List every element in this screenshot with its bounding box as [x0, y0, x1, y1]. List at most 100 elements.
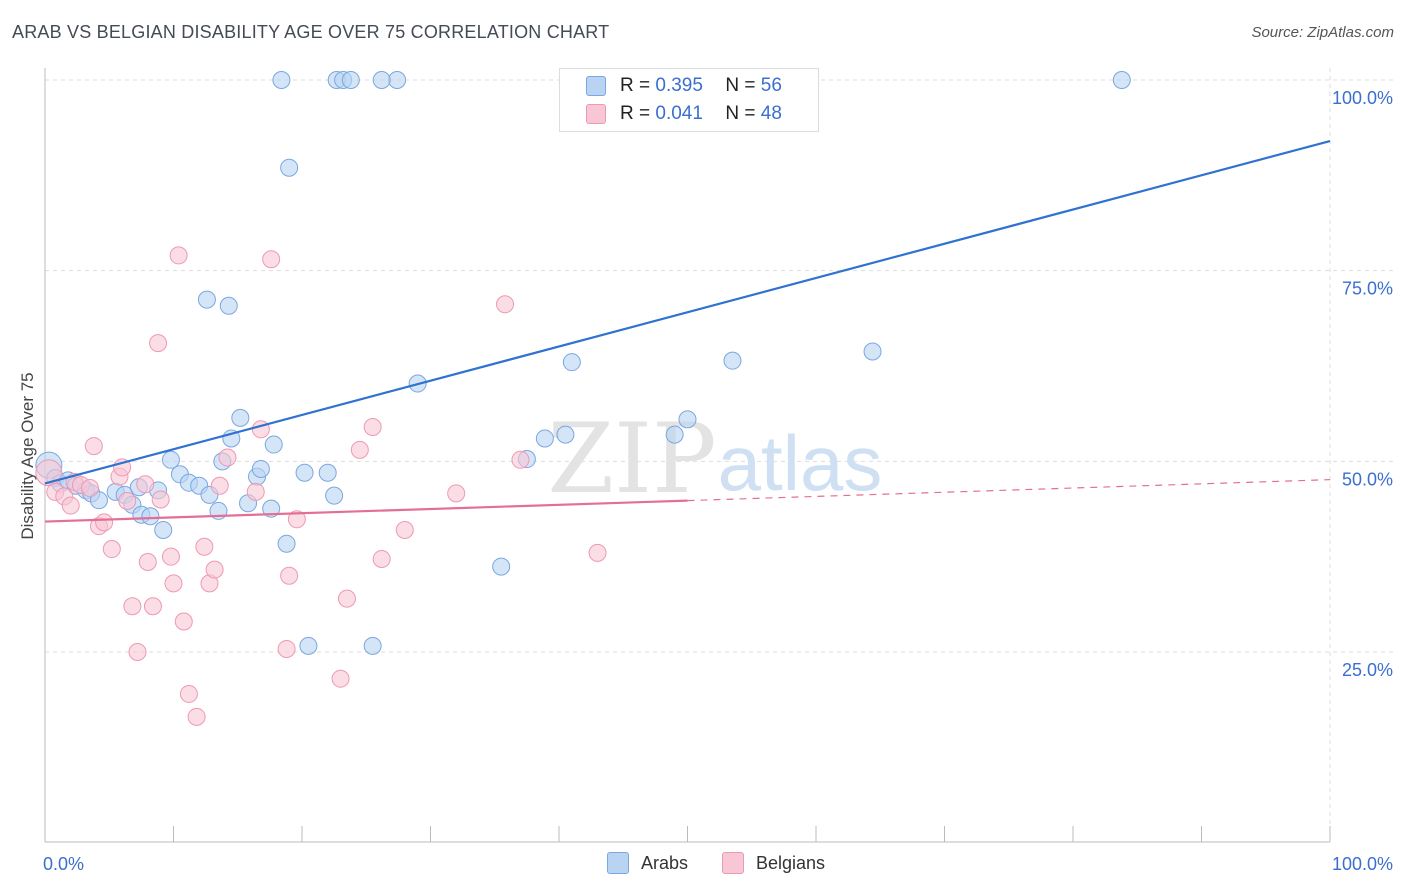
arab-point — [280, 158, 299, 177]
legend-row-arabs: R = 0.395 N = 56 — [586, 73, 782, 99]
watermark-atlas: atlas — [718, 419, 883, 507]
belgian-point — [187, 707, 206, 726]
legend-n-label: N = — [725, 75, 756, 96]
arab-point — [318, 463, 337, 482]
series-label-arabs: Arabs — [641, 852, 689, 873]
belgian-point — [164, 574, 183, 593]
series-swatch-belgians — [722, 852, 744, 874]
arab-point — [363, 636, 382, 655]
belgian-point — [287, 510, 306, 529]
belgian-point — [128, 643, 147, 661]
series-arab — [35, 71, 1131, 655]
belgian-point — [496, 295, 515, 314]
belgian-point — [174, 612, 193, 631]
arab-point — [556, 425, 575, 444]
belgian-point — [138, 553, 157, 572]
legend-r-label: R = — [620, 75, 651, 96]
arab-point — [262, 499, 281, 518]
belgian-point — [363, 418, 382, 437]
arab-point — [231, 408, 250, 427]
arab-trend-line — [44, 139, 1331, 485]
legend-swatch-arabs — [586, 76, 606, 96]
belgian-point — [262, 250, 281, 269]
y-tick-label: 25.0% — [1342, 660, 1393, 680]
arab-point — [295, 463, 314, 482]
legend-r-arabs: 0.395 — [655, 75, 703, 96]
belgian-trend-line-extension — [687, 479, 1331, 502]
arab-point — [272, 71, 291, 89]
legend-r-belgians: 0.041 — [655, 103, 703, 124]
belgian-point — [151, 490, 170, 509]
data-points — [35, 71, 1131, 726]
source-label: Source: ZipAtlas.com — [1251, 24, 1394, 41]
belgian-point — [136, 475, 155, 494]
belgian-point — [179, 684, 198, 703]
arab-point — [251, 459, 270, 478]
arab-point — [264, 435, 283, 454]
arab-point — [665, 425, 684, 444]
belgian-point — [195, 537, 214, 556]
belgian-point — [210, 476, 229, 495]
arab-point — [277, 534, 296, 553]
belgian-point — [102, 540, 121, 559]
series-label-belgians: Belgians — [756, 852, 826, 873]
y-tick-label: 100.0% — [1332, 88, 1393, 108]
belgian-point — [588, 543, 607, 562]
belgian-point — [169, 246, 188, 265]
arab-point — [863, 342, 882, 361]
arab-point — [372, 71, 391, 89]
belgian-point — [143, 597, 162, 616]
belgian-point — [350, 440, 369, 459]
arab-point — [154, 520, 173, 539]
belgian-trend-line — [44, 499, 688, 523]
x-tick-label: 100.0% — [1332, 854, 1393, 874]
correlation-legend: R = 0.395 N = 56 R = 0.041 N = 48 — [559, 68, 819, 132]
belgian-point — [80, 479, 99, 498]
belgian-point — [246, 482, 265, 501]
arab-point — [1112, 71, 1131, 89]
chart-title: ARAB VS BELGIAN DISABILITY AGE OVER 75 C… — [12, 22, 610, 42]
belgian-point — [331, 669, 350, 688]
arab-point — [325, 486, 344, 505]
legend-n-label: N = — [725, 103, 756, 124]
belgian-point — [277, 639, 296, 658]
y-tick-label: 75.0% — [1342, 279, 1393, 299]
arab-point — [141, 507, 160, 526]
series-swatch-arabs — [607, 852, 629, 874]
legend-row-belgians: R = 0.041 N = 48 — [586, 101, 782, 127]
legend-n-arabs: 56 — [760, 75, 782, 96]
series-legend-belgians[interactable]: Belgians — [722, 852, 825, 874]
legend-swatch-belgians — [586, 104, 606, 124]
series-legend: Arabs Belgians — [0, 852, 1406, 878]
series-legend-arabs[interactable]: Arabs — [607, 852, 688, 874]
belgian-point — [149, 334, 168, 353]
belgian-point — [84, 437, 103, 456]
belgian-point — [61, 496, 80, 515]
arab-point — [89, 491, 108, 510]
belgian-point — [161, 547, 180, 566]
arab-point — [197, 290, 216, 309]
arab-point — [219, 296, 238, 315]
arab-point — [341, 71, 360, 89]
belgian-point — [337, 589, 356, 608]
watermark: ZIP atlas — [547, 403, 882, 515]
arab-point — [388, 71, 407, 89]
arab-point — [535, 429, 554, 448]
arab-point — [299, 636, 318, 655]
belgian-point — [395, 520, 414, 539]
legend-n-belgians: 48 — [760, 103, 782, 124]
x-tick-label: 0.0% — [43, 854, 84, 874]
arab-point — [492, 557, 511, 576]
belgian-point — [218, 448, 237, 467]
belgian-point — [123, 597, 142, 616]
arab-point — [161, 450, 180, 469]
legend-r-label: R = — [620, 103, 651, 124]
arab-point — [562, 353, 581, 372]
belgian-point — [95, 513, 114, 532]
arab-point — [723, 351, 742, 370]
belgian-point — [280, 566, 299, 585]
arab-point — [678, 410, 697, 429]
y-tick-label: 50.0% — [1342, 469, 1393, 489]
tick-labels: 100.0% 75.0% 50.0% 25.0% 0.0% 100.0% — [43, 88, 1393, 874]
